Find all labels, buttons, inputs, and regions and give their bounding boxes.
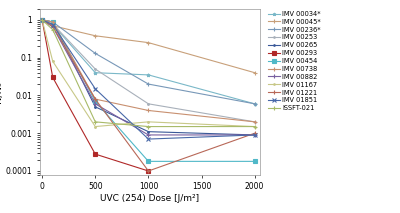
IMV 01851 (252, 134, 257, 136)
IMV 00045* (146, 41, 151, 44)
IMV 00454 (252, 160, 257, 163)
IMV 00882 (93, 102, 98, 105)
IMV 01851 (146, 138, 151, 140)
IMV 00045* (40, 19, 44, 21)
IMV 01221 (93, 98, 98, 100)
Line: IMV 00293: IMV 00293 (40, 18, 150, 173)
Line: IMV 00265: IMV 00265 (40, 18, 256, 137)
IMV 00738 (146, 109, 151, 112)
ISSFT-021 (40, 19, 44, 21)
IMV 00236* (146, 83, 151, 85)
IMV 00045* (252, 71, 257, 74)
IMV 00265 (252, 134, 257, 136)
IMV 01221 (146, 170, 151, 172)
IMV 01167 (146, 121, 151, 123)
Line: ISSFT-021: ISSFT-021 (40, 18, 256, 128)
IMV 00454 (50, 21, 55, 23)
Line: IMV 00236*: IMV 00236* (40, 18, 256, 106)
IMV 00034* (93, 71, 98, 74)
IMV 01167 (40, 19, 44, 21)
IMV 00034* (252, 102, 257, 105)
IMV 00454 (40, 19, 44, 21)
IMV 00293 (146, 170, 151, 172)
IMV 00034* (146, 74, 151, 76)
IMV 01221 (40, 19, 44, 21)
IMV 00236* (50, 21, 55, 23)
IMV 00236* (40, 19, 44, 21)
IMV 00265 (146, 130, 151, 133)
IMV 00738 (40, 19, 44, 21)
IMV 00236* (93, 52, 98, 55)
IMV 00738 (50, 21, 55, 23)
IMV 00236* (252, 102, 257, 105)
IMV 00253 (40, 19, 44, 21)
Legend: IMV 00034*, IMV 00045*, IMV 00236*, IMV 00253, IMV 00265, IMV 00293, IMV 00454, : IMV 00034*, IMV 00045*, IMV 00236*, IMV … (268, 10, 322, 112)
IMV 00293 (40, 19, 44, 21)
IMV 00253 (93, 68, 98, 70)
IMV 00045* (50, 24, 55, 27)
IMV 00034* (50, 23, 55, 26)
IMV 01851 (40, 19, 44, 21)
ISSFT-021 (50, 28, 55, 31)
Y-axis label: N/N₀: N/N₀ (0, 81, 3, 102)
IMV 00265 (40, 19, 44, 21)
IMV 00882 (40, 19, 44, 21)
ISSFT-021 (252, 125, 257, 128)
IMV 00045* (93, 35, 98, 37)
Line: IMV 00738: IMV 00738 (40, 18, 256, 124)
IMV 00738 (252, 121, 257, 123)
IMV 00882 (50, 26, 55, 28)
IMV 01167 (93, 125, 98, 128)
IMV 00738 (93, 98, 98, 100)
IMV 01221 (50, 25, 55, 27)
IMV 01851 (50, 23, 55, 26)
IMV 00034* (40, 19, 44, 21)
IMV 00882 (252, 134, 257, 136)
Line: IMV 01221: IMV 01221 (40, 18, 256, 173)
IMV 00253 (50, 23, 55, 25)
Line: IMV 01851: IMV 01851 (40, 18, 256, 141)
ISSFT-021 (146, 125, 151, 128)
IMV 00265 (50, 21, 55, 23)
Line: IMV 00253: IMV 00253 (40, 18, 256, 124)
IMV 00253 (252, 121, 257, 123)
X-axis label: UVC (254) Dose [J/m²]: UVC (254) Dose [J/m²] (100, 194, 200, 203)
Line: IMV 00045*: IMV 00045* (40, 18, 256, 74)
IMV 00882 (146, 134, 151, 136)
IMV 01167 (252, 125, 257, 128)
ISSFT-021 (93, 121, 98, 123)
IMV 00454 (93, 100, 98, 103)
IMV 00293 (93, 153, 98, 155)
IMV 01221 (252, 132, 257, 134)
IMV 01851 (93, 88, 98, 90)
IMV 00293 (50, 76, 55, 79)
IMV 00253 (146, 102, 151, 105)
Line: IMV 01167: IMV 01167 (40, 18, 256, 128)
Line: IMV 00454: IMV 00454 (40, 18, 256, 163)
Line: IMV 00882: IMV 00882 (40, 18, 256, 137)
IMV 01167 (50, 60, 55, 63)
IMV 00265 (93, 105, 98, 108)
IMV 00454 (146, 160, 151, 163)
Line: IMV 00034*: IMV 00034* (40, 18, 256, 106)
